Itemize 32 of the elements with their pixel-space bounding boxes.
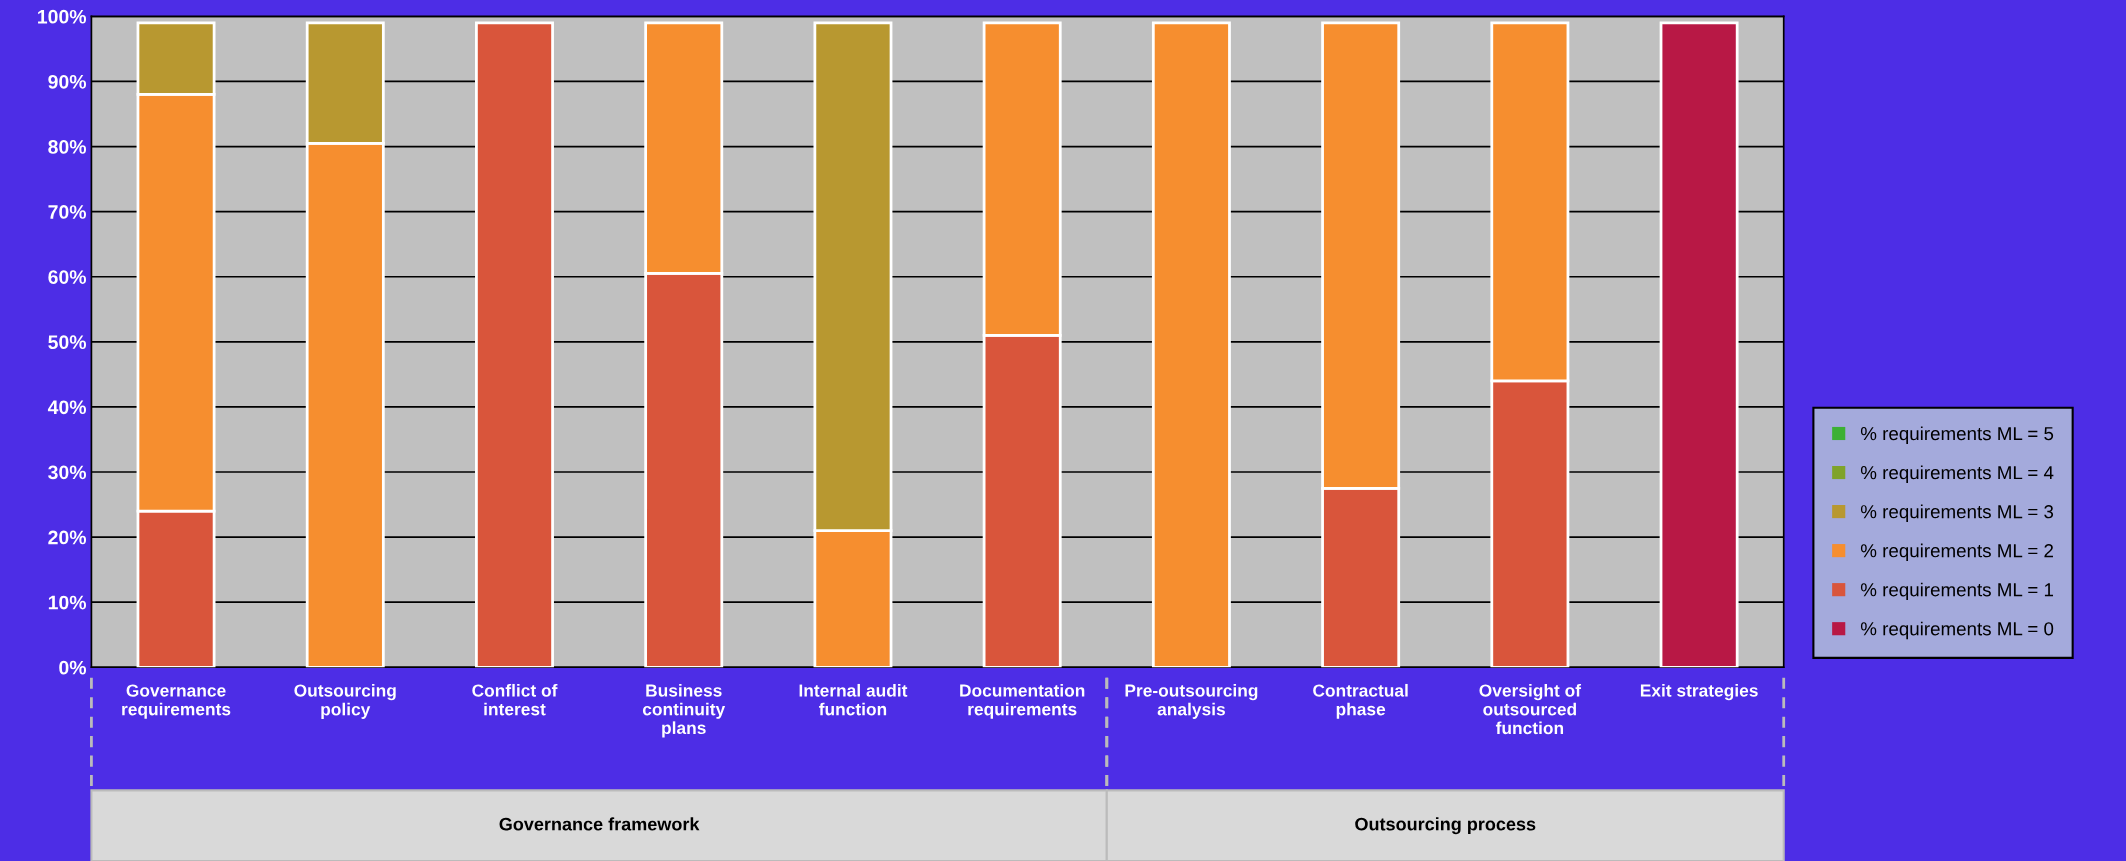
x-tick-label: Exit strategies [1640, 683, 1758, 701]
text: Outsourcing process [1355, 817, 1536, 835]
x-tick-label: Pre-outsourcing analysis [1125, 683, 1258, 719]
y-tick-label: 90% [48, 74, 87, 89]
legend-label: % requirements ML = 0 [1860, 621, 2054, 640]
y-tick-label: 100% [38, 9, 87, 24]
x-tick-label: Contractual phase [1313, 683, 1408, 719]
legend-label: % requirements ML = 3 [1860, 504, 2054, 523]
x-tick-label: Business continuity plans [642, 683, 726, 738]
bar [1659, 21, 1739, 668]
x-tick-label: Outsourcing policy [294, 683, 396, 719]
legend-label: % requirements ML = 2 [1860, 543, 2053, 562]
x-tick-label: Internal audit function [799, 683, 908, 716]
x-tick-label: Documentation requirements [960, 683, 1085, 719]
legend-label: % requirements ML = 1 [1860, 582, 2054, 601]
y-tick-label: 20% [48, 530, 87, 545]
bar [475, 21, 554, 668]
y-tick-label: 60% [48, 270, 87, 284]
bar [1151, 21, 1231, 668]
text: Governance framework [499, 817, 700, 831]
legend-label: % requirements ML = 4 [1860, 465, 2054, 483]
y-tick-label: 10% [48, 595, 87, 610]
x-tick-label: Conflict of interest [472, 683, 558, 716]
x-tick-label: Oversight of outsourced function [1479, 683, 1582, 735]
y-tick-label: 80% [48, 140, 87, 154]
y-tick-label: 70% [48, 205, 87, 219]
y-tick-label: 30% [48, 465, 87, 480]
y-tick-label: 0% [59, 660, 87, 675]
legend-label: % requirements ML = 5 [1860, 426, 2054, 444]
x-tick-label: Governance requirements [122, 684, 231, 719]
y-tick-label: 40% [47, 400, 87, 415]
y-tick-label: 50% [48, 335, 87, 350]
